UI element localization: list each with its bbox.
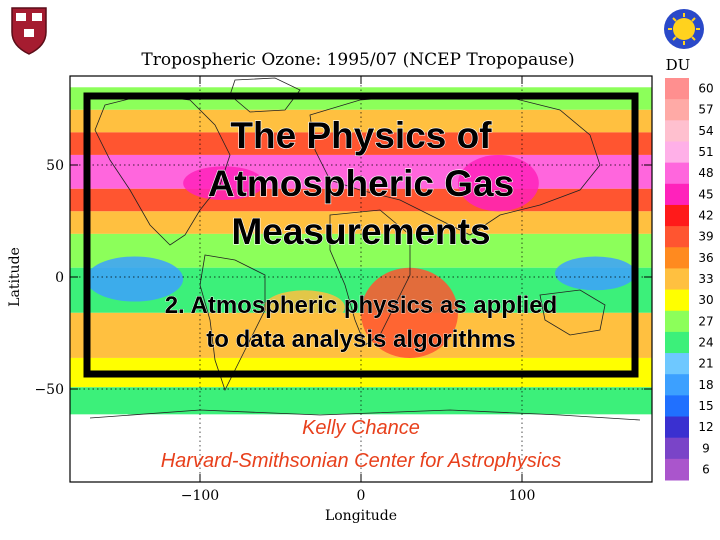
colorbar-swatch — [665, 353, 689, 375]
colorbar-swatch — [665, 204, 689, 227]
x-tick-label: −100 — [181, 488, 219, 504]
colorbar-tick-label: 45 — [698, 187, 713, 201]
colorbar-tick-label: 48 — [698, 166, 713, 180]
colorbar-swatch — [665, 247, 689, 269]
university-shield-logo — [11, 7, 47, 55]
colorbar-tick-label: 18 — [698, 378, 713, 392]
y-tick-label: 50 — [46, 158, 64, 174]
colorbar-tick-label: 36 — [698, 251, 713, 265]
slide-subtitle-line: 2. Atmospheric physics as applied — [165, 292, 558, 319]
ozone-regional-feature — [86, 256, 184, 302]
map-gridlines — [70, 76, 652, 482]
colorbar-swatch — [665, 310, 689, 333]
colorbar-tick-label: 57 — [698, 103, 713, 117]
y-tick-label: 0 — [55, 270, 64, 286]
colorbar-tick-label: 21 — [698, 357, 713, 371]
colorbar-swatch — [665, 268, 689, 291]
colorbar-swatch — [665, 331, 689, 354]
colorbar-tick-label: 27 — [698, 314, 713, 328]
slide-subtitle-line: to data analysis algorithms — [206, 326, 515, 353]
colorbar-swatch — [665, 437, 689, 460]
chart-title: Tropospheric Ozone: 1995/07 (NCEP Tropop… — [141, 50, 574, 70]
ozone-regional-feature — [555, 256, 636, 291]
colorbar-tick-label: 30 — [698, 293, 713, 307]
colorbar-tick-label: 6 — [702, 462, 710, 476]
y-tick-label: −50 — [34, 382, 64, 398]
colorbar-tick-label: 39 — [698, 230, 713, 244]
colorbar-swatch — [665, 78, 689, 100]
colorbar-tick-label: 24 — [698, 335, 713, 349]
colorbar-swatch — [665, 395, 689, 418]
title-box — [83, 92, 639, 378]
slide-title-line: Atmospheric Gas — [208, 163, 514, 204]
ozone-regional-feature — [183, 166, 264, 201]
colorbar-swatch — [665, 416, 689, 439]
colorbar-swatch — [665, 289, 689, 312]
ozone-regional-feature — [458, 154, 539, 212]
colorbar-swatch — [665, 120, 689, 142]
ozone-zonal-band — [70, 211, 652, 234]
slide-title-line: Measurements — [231, 211, 490, 252]
y-axis-label: Latitude — [7, 247, 23, 307]
x-axis-label: Longitude — [325, 508, 397, 524]
colorbar-tick-label: 54 — [698, 124, 713, 138]
x-tick-label: 0 — [357, 488, 366, 504]
colorbar-tick-label: 15 — [698, 399, 713, 413]
colorbar-tick-label: 51 — [698, 145, 713, 159]
colorbar-swatch — [665, 374, 689, 396]
colorbar-tick-label: 33 — [698, 272, 713, 286]
colorbar-swatch — [665, 141, 689, 164]
colorbar-tick-label: 9 — [702, 441, 710, 455]
colorbar-tick-label: 60 — [698, 82, 713, 96]
colorbar-swatch — [665, 183, 689, 206]
ozone-regional-feature — [361, 267, 458, 358]
colorbar-swatch — [665, 99, 689, 121]
ozone-map — [69, 75, 653, 483]
colorbar: DU 60 57 54 51 48 45 42 39 36 33 30 27 24 21 18 15 12 9 6 — [665, 56, 714, 481]
affiliation: Harvard-Smithsonian Center for Astrophys… — [161, 450, 562, 472]
observatory-sun-logo — [664, 9, 704, 49]
x-tick-label: 100 — [509, 488, 536, 504]
ozone-regional-feature — [264, 290, 345, 325]
colorbar-swatch — [665, 162, 689, 185]
colorbar-tick-label: 12 — [698, 420, 713, 434]
author-name: Kelly Chance — [302, 417, 420, 439]
colorbar-swatch — [665, 458, 689, 481]
ozone-zonal-band — [70, 233, 652, 268]
slide-title-line: The Physics of — [230, 115, 492, 156]
colorbar-unit-label: DU — [666, 56, 691, 74]
colorbar-swatch — [665, 226, 689, 248]
colorbar-tick-label: 42 — [698, 209, 713, 223]
